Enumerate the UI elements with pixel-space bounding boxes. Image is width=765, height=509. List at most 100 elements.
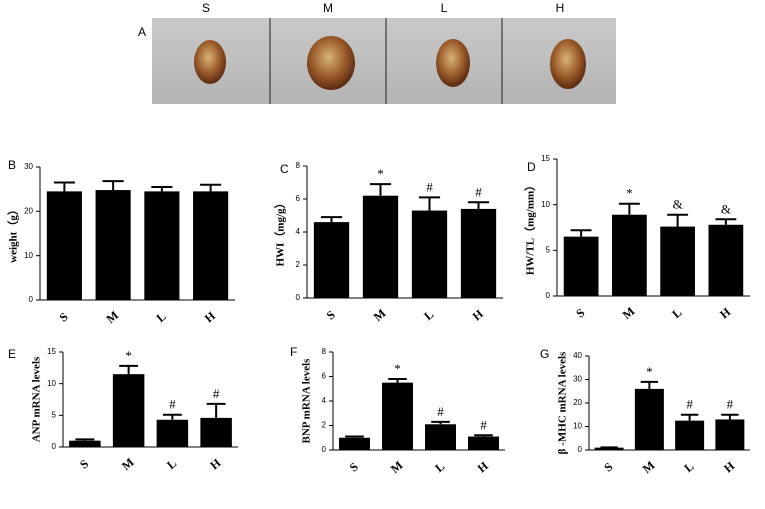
bar <box>362 195 399 298</box>
y-tick-label: 0 <box>29 295 34 304</box>
heart-photo <box>550 39 586 89</box>
y-tick-label: 0 <box>546 291 551 300</box>
x-tick-label: L <box>154 309 169 325</box>
y-tick-label: 30 <box>24 162 33 171</box>
x-tick-label: M <box>103 308 121 326</box>
y-axis-label: ANP mRNA levels <box>31 356 43 442</box>
y-tick-label: 40 <box>573 351 582 360</box>
y-tick-label: 8 <box>322 347 327 356</box>
panel-letter: F <box>290 345 297 359</box>
y-tick-label: 10 <box>573 422 582 431</box>
y-axis-label: BNP mRNA levels <box>301 358 313 444</box>
y-tick-label: 0 <box>578 445 583 454</box>
heart-photo <box>436 39 470 87</box>
bar <box>200 417 232 447</box>
bar <box>46 191 82 300</box>
y-axis-label: β -MHC mRNA levels <box>557 351 569 454</box>
y-tick-label: 6 <box>296 194 301 203</box>
y-tick-label: 10 <box>541 200 550 209</box>
bar <box>594 447 624 450</box>
y-tick-label: 4 <box>296 227 301 236</box>
annotation: & <box>673 197 683 212</box>
bar <box>382 382 413 450</box>
bar <box>708 224 744 296</box>
annotation: # <box>426 179 433 194</box>
annotation: * <box>125 348 132 363</box>
y-tick-label: 5 <box>52 410 57 419</box>
annotation: # <box>686 397 693 412</box>
y-tick-label: 2 <box>296 260 301 269</box>
y-tick-label: 4 <box>322 396 327 405</box>
x-tick-label: S <box>57 309 71 324</box>
y-tick-label: 15 <box>541 154 550 163</box>
y-axis-label: weight（g） <box>7 204 20 263</box>
y-tick-label: 20 <box>573 398 582 407</box>
bar <box>69 440 101 447</box>
x-tick-label: H <box>717 304 734 321</box>
annotation: * <box>377 166 384 181</box>
bar <box>144 191 180 300</box>
column-label: M <box>323 1 333 15</box>
x-tick-label: L <box>681 459 696 475</box>
column-label: H <box>556 1 565 15</box>
bar <box>425 424 456 450</box>
panel-letter: D <box>527 160 536 174</box>
bar <box>95 190 131 300</box>
y-axis-label: HW/TL（mg/mm） <box>524 180 537 275</box>
photo-background <box>152 18 616 104</box>
panel-letter: E <box>8 347 16 361</box>
bar <box>675 420 705 450</box>
annotation: # <box>437 404 444 419</box>
bar <box>468 436 499 450</box>
bar <box>411 210 448 298</box>
bar <box>156 419 189 447</box>
panel-letter: G <box>540 347 549 361</box>
annotation: # <box>475 184 482 199</box>
x-tick-label: S <box>77 456 91 471</box>
y-tick-label: 0 <box>52 442 57 451</box>
x-tick-label: H <box>475 458 492 475</box>
x-tick-label: M <box>388 458 406 476</box>
bar <box>313 222 350 298</box>
x-tick-label: S <box>601 459 615 474</box>
heart-photo <box>307 36 355 90</box>
bar <box>112 374 145 447</box>
x-tick-label: H <box>470 306 487 323</box>
panel-letter: C <box>280 162 289 176</box>
annotation: # <box>480 417 487 432</box>
bar <box>193 191 229 300</box>
annotation: # <box>169 397 176 412</box>
x-tick-label: M <box>620 304 638 322</box>
photo-panel <box>152 18 616 104</box>
x-tick-label: H <box>202 308 219 325</box>
y-tick-label: 30 <box>573 375 582 384</box>
bar <box>339 437 370 450</box>
panel-letter: A <box>138 25 146 39</box>
annotation: # <box>213 386 220 401</box>
y-tick-label: 15 <box>47 347 56 356</box>
x-tick-label: M <box>371 306 389 324</box>
annotation: * <box>626 186 633 201</box>
y-tick-label: 5 <box>546 245 551 254</box>
annotation: * <box>394 361 401 376</box>
column-label: S <box>202 1 210 15</box>
bar <box>660 226 695 296</box>
y-tick-label: 10 <box>47 379 56 388</box>
x-tick-label: H <box>721 458 738 475</box>
x-tick-label: L <box>421 307 436 323</box>
y-tick-label: 10 <box>24 251 33 260</box>
x-tick-label: H <box>207 455 224 472</box>
y-tick-label: 2 <box>322 421 327 430</box>
bar <box>634 388 664 450</box>
y-axis-label: HWI（mg/g） <box>274 197 287 266</box>
bar <box>612 214 647 296</box>
x-tick-label: S <box>347 459 361 474</box>
annotation: & <box>721 201 731 216</box>
panel-letter: B <box>8 158 16 172</box>
bar <box>563 236 599 296</box>
column-label: L <box>441 1 448 15</box>
heart-photo <box>194 40 226 84</box>
x-tick-label: M <box>640 458 658 476</box>
bar <box>715 419 745 450</box>
